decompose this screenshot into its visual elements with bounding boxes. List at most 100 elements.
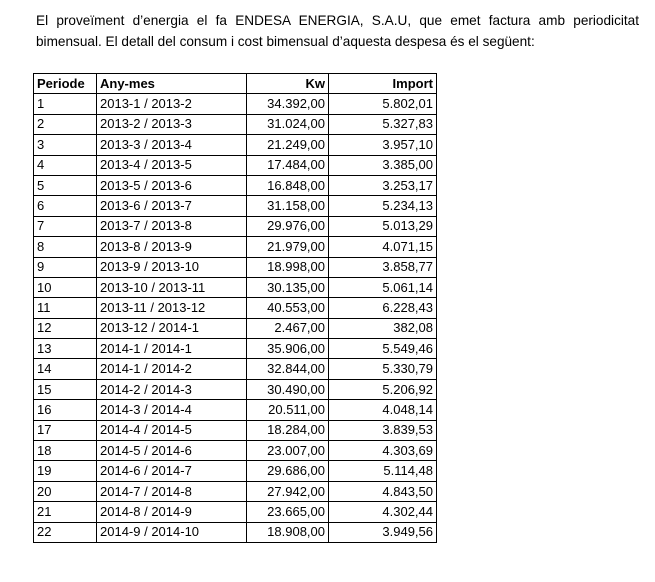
cell-periode: 16 [33, 399, 97, 421]
cell-periode: 10 [33, 276, 97, 299]
table-row: 10 2013-10 / 2013-11 30.135,00 5.061,14 [33, 276, 437, 299]
cell-import: 5.549,46 [328, 338, 437, 360]
cell-any-mes: 2013-6 / 2013-7 [96, 195, 247, 217]
cell-any-mes: 2013-5 / 2013-6 [96, 174, 247, 197]
table-row: 3 2013-3 / 2013-4 21.249,00 3.957,10 [33, 134, 437, 156]
cell-any-mes: 2014-6 / 2014-7 [96, 460, 247, 482]
intro-line-2: bimensual. El detall del consum i cost b… [36, 34, 535, 49]
cell-periode: 6 [33, 195, 97, 217]
cell-kw: 21.249,00 [246, 134, 329, 156]
table-row: 18 2014-5 / 2014-6 23.007,00 4.303,69 [33, 440, 437, 462]
cell-any-mes: 2013-4 / 2013-5 [96, 154, 247, 176]
cell-import: 3.949,56 [328, 521, 437, 543]
cell-periode: 3 [33, 134, 97, 156]
table-row: 8 2013-8 / 2013-9 21.979,00 4.071,15 [33, 236, 437, 258]
header-import: Import [328, 72, 437, 95]
cell-import: 5.061,14 [328, 276, 437, 299]
table-row: 9 2013-9 / 2013-10 18.998,00 3.858,77 [33, 256, 437, 278]
cell-kw: 30.135,00 [246, 276, 329, 299]
cell-import: 5.802,01 [328, 93, 437, 115]
cell-any-mes: 2014-8 / 2014-9 [96, 501, 247, 523]
cell-any-mes: 2013-11 / 2013-12 [96, 297, 247, 319]
cell-periode: 5 [33, 174, 97, 197]
cell-periode: 13 [33, 338, 97, 360]
header-periode: Periode [33, 72, 97, 95]
cell-periode: 14 [33, 358, 97, 380]
cell-periode: 18 [33, 440, 97, 462]
cell-periode: 1 [33, 93, 97, 115]
table-body: 1 2013-1 / 2013-2 34.392,00 5.802,01 2 2013-2… [33, 93, 437, 543]
cell-periode: 17 [33, 419, 97, 442]
table-row: 11 2013-11 / 2013-12 40.553,00 6.228,43 [33, 297, 437, 319]
cell-any-mes: 2014-2 / 2014-3 [96, 378, 247, 401]
cell-periode: 21 [33, 501, 97, 523]
cell-periode: 19 [33, 460, 97, 482]
cell-periode: 22 [33, 521, 97, 543]
cell-import: 4.302,44 [328, 501, 437, 523]
cell-any-mes: 2013-2 / 2013-3 [96, 113, 247, 136]
cell-kw: 21.979,00 [246, 236, 329, 258]
cell-any-mes: 2013-10 / 2013-11 [96, 276, 247, 299]
cell-any-mes: 2014-1 / 2014-1 [96, 338, 247, 360]
intro-line-1: El proveïment d’energia el fa ENDESA ENE… [36, 13, 639, 28]
cell-kw: 29.976,00 [246, 215, 329, 238]
cell-import: 3.858,77 [328, 256, 437, 278]
cell-any-mes: 2013-12 / 2014-1 [96, 317, 247, 340]
cell-periode: 11 [33, 297, 97, 319]
cell-periode: 12 [33, 317, 97, 340]
cell-any-mes: 2014-9 / 2014-10 [96, 521, 247, 543]
cell-kw: 30.490,00 [246, 378, 329, 401]
cell-import: 3.839,53 [328, 419, 437, 442]
cell-periode: 15 [33, 378, 97, 401]
cell-import: 3.253,17 [328, 174, 437, 197]
cell-kw: 17.484,00 [246, 154, 329, 176]
cell-periode: 20 [33, 480, 97, 503]
table-row: 2 2013-2 / 2013-3 31.024,00 5.327,83 [33, 113, 437, 136]
table-row: 21 2014-8 / 2014-9 23.665,00 4.302,44 [33, 501, 437, 523]
cell-import: 4.303,69 [328, 440, 437, 462]
cell-kw: 29.686,00 [246, 460, 329, 482]
intro-paragraph: El proveïment d’energia el fa ENDESA ENE… [36, 10, 639, 52]
cell-kw: 18.284,00 [246, 419, 329, 442]
table-row: 17 2014-4 / 2014-5 18.284,00 3.839,53 [33, 419, 437, 442]
cell-kw: 27.942,00 [246, 480, 329, 503]
cell-periode: 8 [33, 236, 97, 258]
cell-import: 5.234,13 [328, 195, 437, 217]
cell-import: 5.330,79 [328, 358, 437, 380]
table-row: 22 2014-9 / 2014-10 18.908,00 3.949,56 [33, 521, 437, 543]
cell-any-mes: 2014-3 / 2014-4 [96, 399, 247, 421]
cell-kw: 23.007,00 [246, 440, 329, 462]
cell-kw: 16.848,00 [246, 174, 329, 197]
table-header: Periode Any-mes Kw Import [33, 72, 437, 95]
cell-any-mes: 2013-3 / 2013-4 [96, 134, 247, 156]
cell-kw: 23.665,00 [246, 501, 329, 523]
table-row: 5 2013-5 / 2013-6 16.848,00 3.253,17 [33, 174, 437, 197]
table-row: 4 2013-4 / 2013-5 17.484,00 3.385,00 [33, 154, 437, 176]
consumption-table: Periode Any-mes Kw Import 1 2013-1 / 2013… [33, 72, 437, 543]
cell-import: 382,08 [328, 317, 437, 340]
table-row: 19 2014-6 / 2014-7 29.686,00 5.114,48 [33, 460, 437, 482]
cell-kw: 20.511,00 [246, 399, 329, 421]
cell-periode: 9 [33, 256, 97, 278]
cell-any-mes: 2014-1 / 2014-2 [96, 358, 247, 380]
table-row: 7 2013-7 / 2013-8 29.976,00 5.013,29 [33, 215, 437, 238]
cell-any-mes: 2013-7 / 2013-8 [96, 215, 247, 238]
cell-any-mes: 2013-9 / 2013-10 [96, 256, 247, 278]
cell-import: 5.114,48 [328, 460, 437, 482]
cell-periode: 7 [33, 215, 97, 238]
cell-import: 4.843,50 [328, 480, 437, 503]
table-row: 12 2013-12 / 2014-1 2.467,00 382,08 [33, 317, 437, 340]
cell-periode: 2 [33, 113, 97, 136]
cell-import: 3.957,10 [328, 134, 437, 156]
table-row: 1 2013-1 / 2013-2 34.392,00 5.802,01 [33, 93, 437, 115]
cell-any-mes: 2014-4 / 2014-5 [96, 419, 247, 442]
cell-import: 5.013,29 [328, 215, 437, 238]
cell-any-mes: 2013-1 / 2013-2 [96, 93, 247, 115]
cell-any-mes: 2014-5 / 2014-6 [96, 440, 247, 462]
cell-import: 4.071,15 [328, 236, 437, 258]
table-row: 14 2014-1 / 2014-2 32.844,00 5.330,79 [33, 358, 437, 380]
header-kw: Kw [246, 72, 329, 95]
header-row: Periode Any-mes Kw Import [33, 72, 437, 95]
table-row: 15 2014-2 / 2014-3 30.490,00 5.206,92 [33, 378, 437, 401]
cell-kw: 32.844,00 [246, 358, 329, 380]
